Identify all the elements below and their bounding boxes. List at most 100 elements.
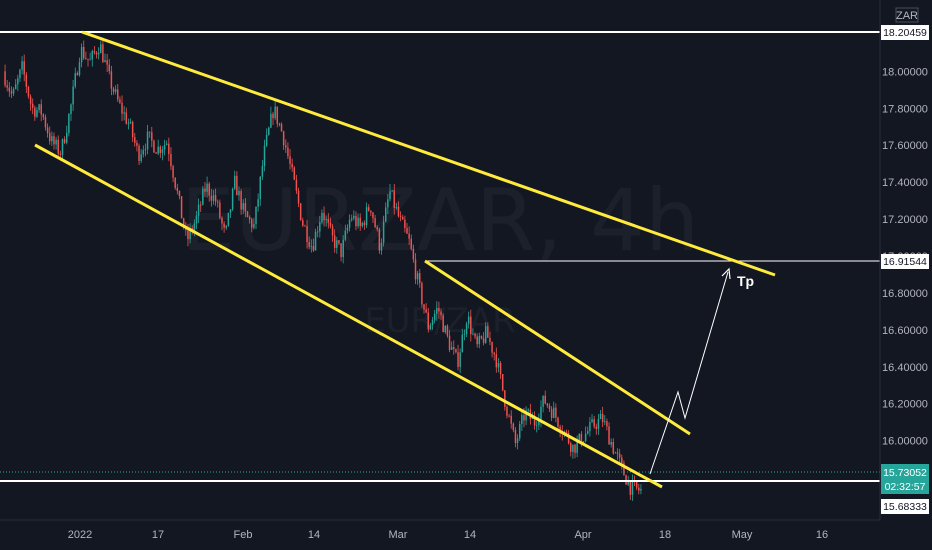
candle-body — [65, 133, 68, 143]
price-tick-label: 17.80000 — [882, 103, 928, 115]
candle-body — [448, 335, 451, 350]
candle-body — [91, 51, 94, 60]
candle-body — [631, 481, 634, 495]
candle-body — [272, 113, 274, 119]
candle-body — [176, 187, 179, 191]
candle-body — [629, 480, 632, 495]
candle-body — [508, 415, 510, 417]
candle-body — [344, 230, 347, 240]
candle-body — [168, 143, 170, 154]
candle-body — [8, 87, 11, 92]
candle-body — [12, 89, 15, 94]
candle-body — [263, 145, 266, 166]
candle-body — [440, 311, 442, 316]
candle-body — [104, 60, 106, 63]
candle-body — [280, 123, 283, 132]
candle-body — [506, 406, 508, 416]
current-price-tag: 15.73052 — [883, 467, 927, 479]
candle-body — [387, 199, 389, 208]
candle-body — [423, 304, 425, 310]
candle-body — [442, 315, 444, 333]
candle-body — [29, 96, 32, 104]
projected-path[interactable] — [649, 271, 729, 475]
candle-body — [246, 211, 249, 218]
currency-badge: ZAR — [896, 10, 918, 22]
candle-body — [544, 395, 546, 404]
candle-body — [44, 117, 47, 128]
lower-channel-line[interactable] — [34, 143, 663, 489]
candle-body — [570, 443, 572, 452]
watermark-pair: EUR/ZAR — [364, 301, 516, 341]
candle-body — [10, 91, 13, 94]
candle-body — [346, 227, 349, 231]
price-tick-label: 18.00000 — [882, 66, 928, 78]
price-tick-label: 17.60000 — [882, 140, 928, 152]
candle-body — [144, 149, 147, 151]
candle-body — [378, 229, 381, 251]
candle-body — [219, 202, 221, 218]
time-tick-label: 14 — [308, 529, 320, 541]
candle-body — [265, 134, 268, 146]
candle-body — [178, 190, 181, 197]
upper-channel-line[interactable] — [81, 30, 776, 277]
candle-body — [112, 88, 115, 92]
candle-body — [555, 407, 557, 418]
candle-body — [557, 417, 559, 427]
candle-body — [70, 104, 72, 115]
top-level-tag: 18.20459 — [883, 27, 927, 39]
candle-body — [584, 433, 587, 442]
candle-body — [542, 395, 544, 407]
candle-body — [431, 320, 434, 326]
time-tick-label: 14 — [464, 529, 476, 541]
candle-body — [40, 104, 42, 115]
candle-body — [17, 78, 19, 85]
candle-body — [78, 62, 81, 76]
candle-body — [261, 165, 264, 177]
candle-body — [559, 426, 561, 433]
candle-body — [550, 409, 553, 418]
candle-body — [195, 215, 198, 224]
candle-body — [329, 222, 332, 227]
candle-body — [363, 222, 366, 226]
candle-body — [289, 156, 291, 164]
candle-body — [142, 150, 145, 155]
candle-body — [187, 230, 189, 240]
candle-body — [361, 222, 364, 227]
projection-arrowhead — [721, 267, 731, 280]
price-tick-label: 16.60000 — [882, 325, 928, 337]
candle-body — [136, 142, 138, 146]
candle-body — [233, 175, 236, 189]
candle-body — [216, 201, 219, 203]
candle-body — [348, 219, 351, 228]
candle-body — [106, 60, 108, 65]
candle-body — [31, 103, 34, 108]
candle-body — [14, 84, 17, 90]
candle-body — [367, 207, 370, 211]
current-price-tag-box — [881, 464, 929, 494]
candle-body — [102, 44, 104, 63]
candle-body — [95, 52, 98, 55]
candle-body — [408, 233, 410, 239]
candle-body — [548, 405, 551, 410]
candle-body — [514, 430, 517, 443]
candle-body — [616, 452, 619, 454]
candle-body — [606, 421, 608, 427]
candle-body — [6, 85, 8, 88]
candle-body — [614, 452, 617, 454]
candle-body — [23, 61, 25, 75]
candle-body — [110, 71, 113, 89]
candle-body — [414, 259, 417, 280]
candle-body — [36, 110, 38, 117]
candle-body — [552, 407, 555, 418]
target-label: Tp — [737, 273, 754, 289]
candle-body — [51, 136, 53, 142]
candle-body — [199, 204, 202, 206]
candle-body — [291, 163, 293, 168]
price-tick-label: 16.40000 — [882, 362, 928, 374]
candle-body — [495, 354, 498, 368]
inner-channel-line[interactable] — [424, 259, 691, 436]
candle-body — [591, 419, 593, 423]
candle-body — [121, 102, 123, 114]
